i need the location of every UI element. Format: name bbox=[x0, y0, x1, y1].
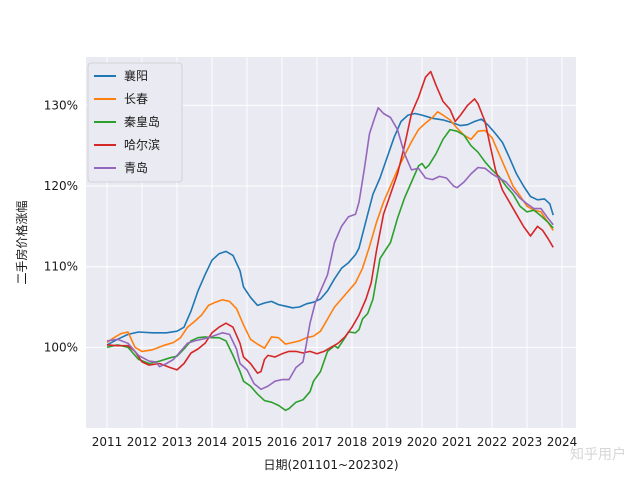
x-tick-label: 2022 bbox=[477, 435, 508, 449]
series-line bbox=[106, 112, 554, 346]
x-tick-label: 2023 bbox=[512, 435, 543, 449]
legend-box bbox=[87, 62, 183, 183]
y-tick-label: 120% bbox=[44, 179, 78, 193]
y-tick-labels: 100% 110% 120% 130% bbox=[44, 98, 78, 354]
legend-label: 襄阳 bbox=[124, 68, 148, 83]
series-lines bbox=[106, 70, 554, 412]
y-tick-label: 130% bbox=[44, 98, 78, 112]
legend-label: 青岛 bbox=[124, 160, 148, 175]
x-tick-label: 2020 bbox=[407, 435, 438, 449]
series-line bbox=[106, 70, 554, 374]
x-tick-label: 2018 bbox=[337, 435, 368, 449]
legend-label: 秦皇岛 bbox=[124, 114, 160, 129]
x-tick-label: 2021 bbox=[442, 435, 473, 449]
y-tick-label: 110% bbox=[44, 260, 78, 274]
x-tick-label: 2013 bbox=[162, 435, 193, 449]
y-tick-label: 100% bbox=[44, 340, 78, 354]
x-tick-label: 2014 bbox=[197, 435, 228, 449]
y-axis-label: 二手房价格涨幅 bbox=[14, 200, 29, 284]
watermark-text: 知乎用户 bbox=[570, 447, 626, 463]
x-tick-label: 2024 bbox=[547, 435, 578, 449]
legend-label: 长春 bbox=[124, 92, 148, 106]
legend-label: 哈尔滨 bbox=[124, 137, 160, 152]
x-tick-labels: 2011 2012 2013 2014 2015 2016 2017 2018 2019 2020… bbox=[92, 435, 578, 449]
x-tick-label: 2015 bbox=[232, 435, 263, 449]
x-tick-label: 2019 bbox=[372, 435, 403, 449]
x-axis-label: 日期(201101~202302) bbox=[263, 458, 398, 472]
series-line bbox=[106, 107, 554, 391]
x-tick-label: 2016 bbox=[267, 435, 298, 449]
x-tick-label: 2012 bbox=[127, 435, 158, 449]
series-line bbox=[106, 111, 554, 353]
x-tick-label: 2017 bbox=[302, 435, 333, 449]
x-tick-label: 2011 bbox=[92, 435, 123, 449]
